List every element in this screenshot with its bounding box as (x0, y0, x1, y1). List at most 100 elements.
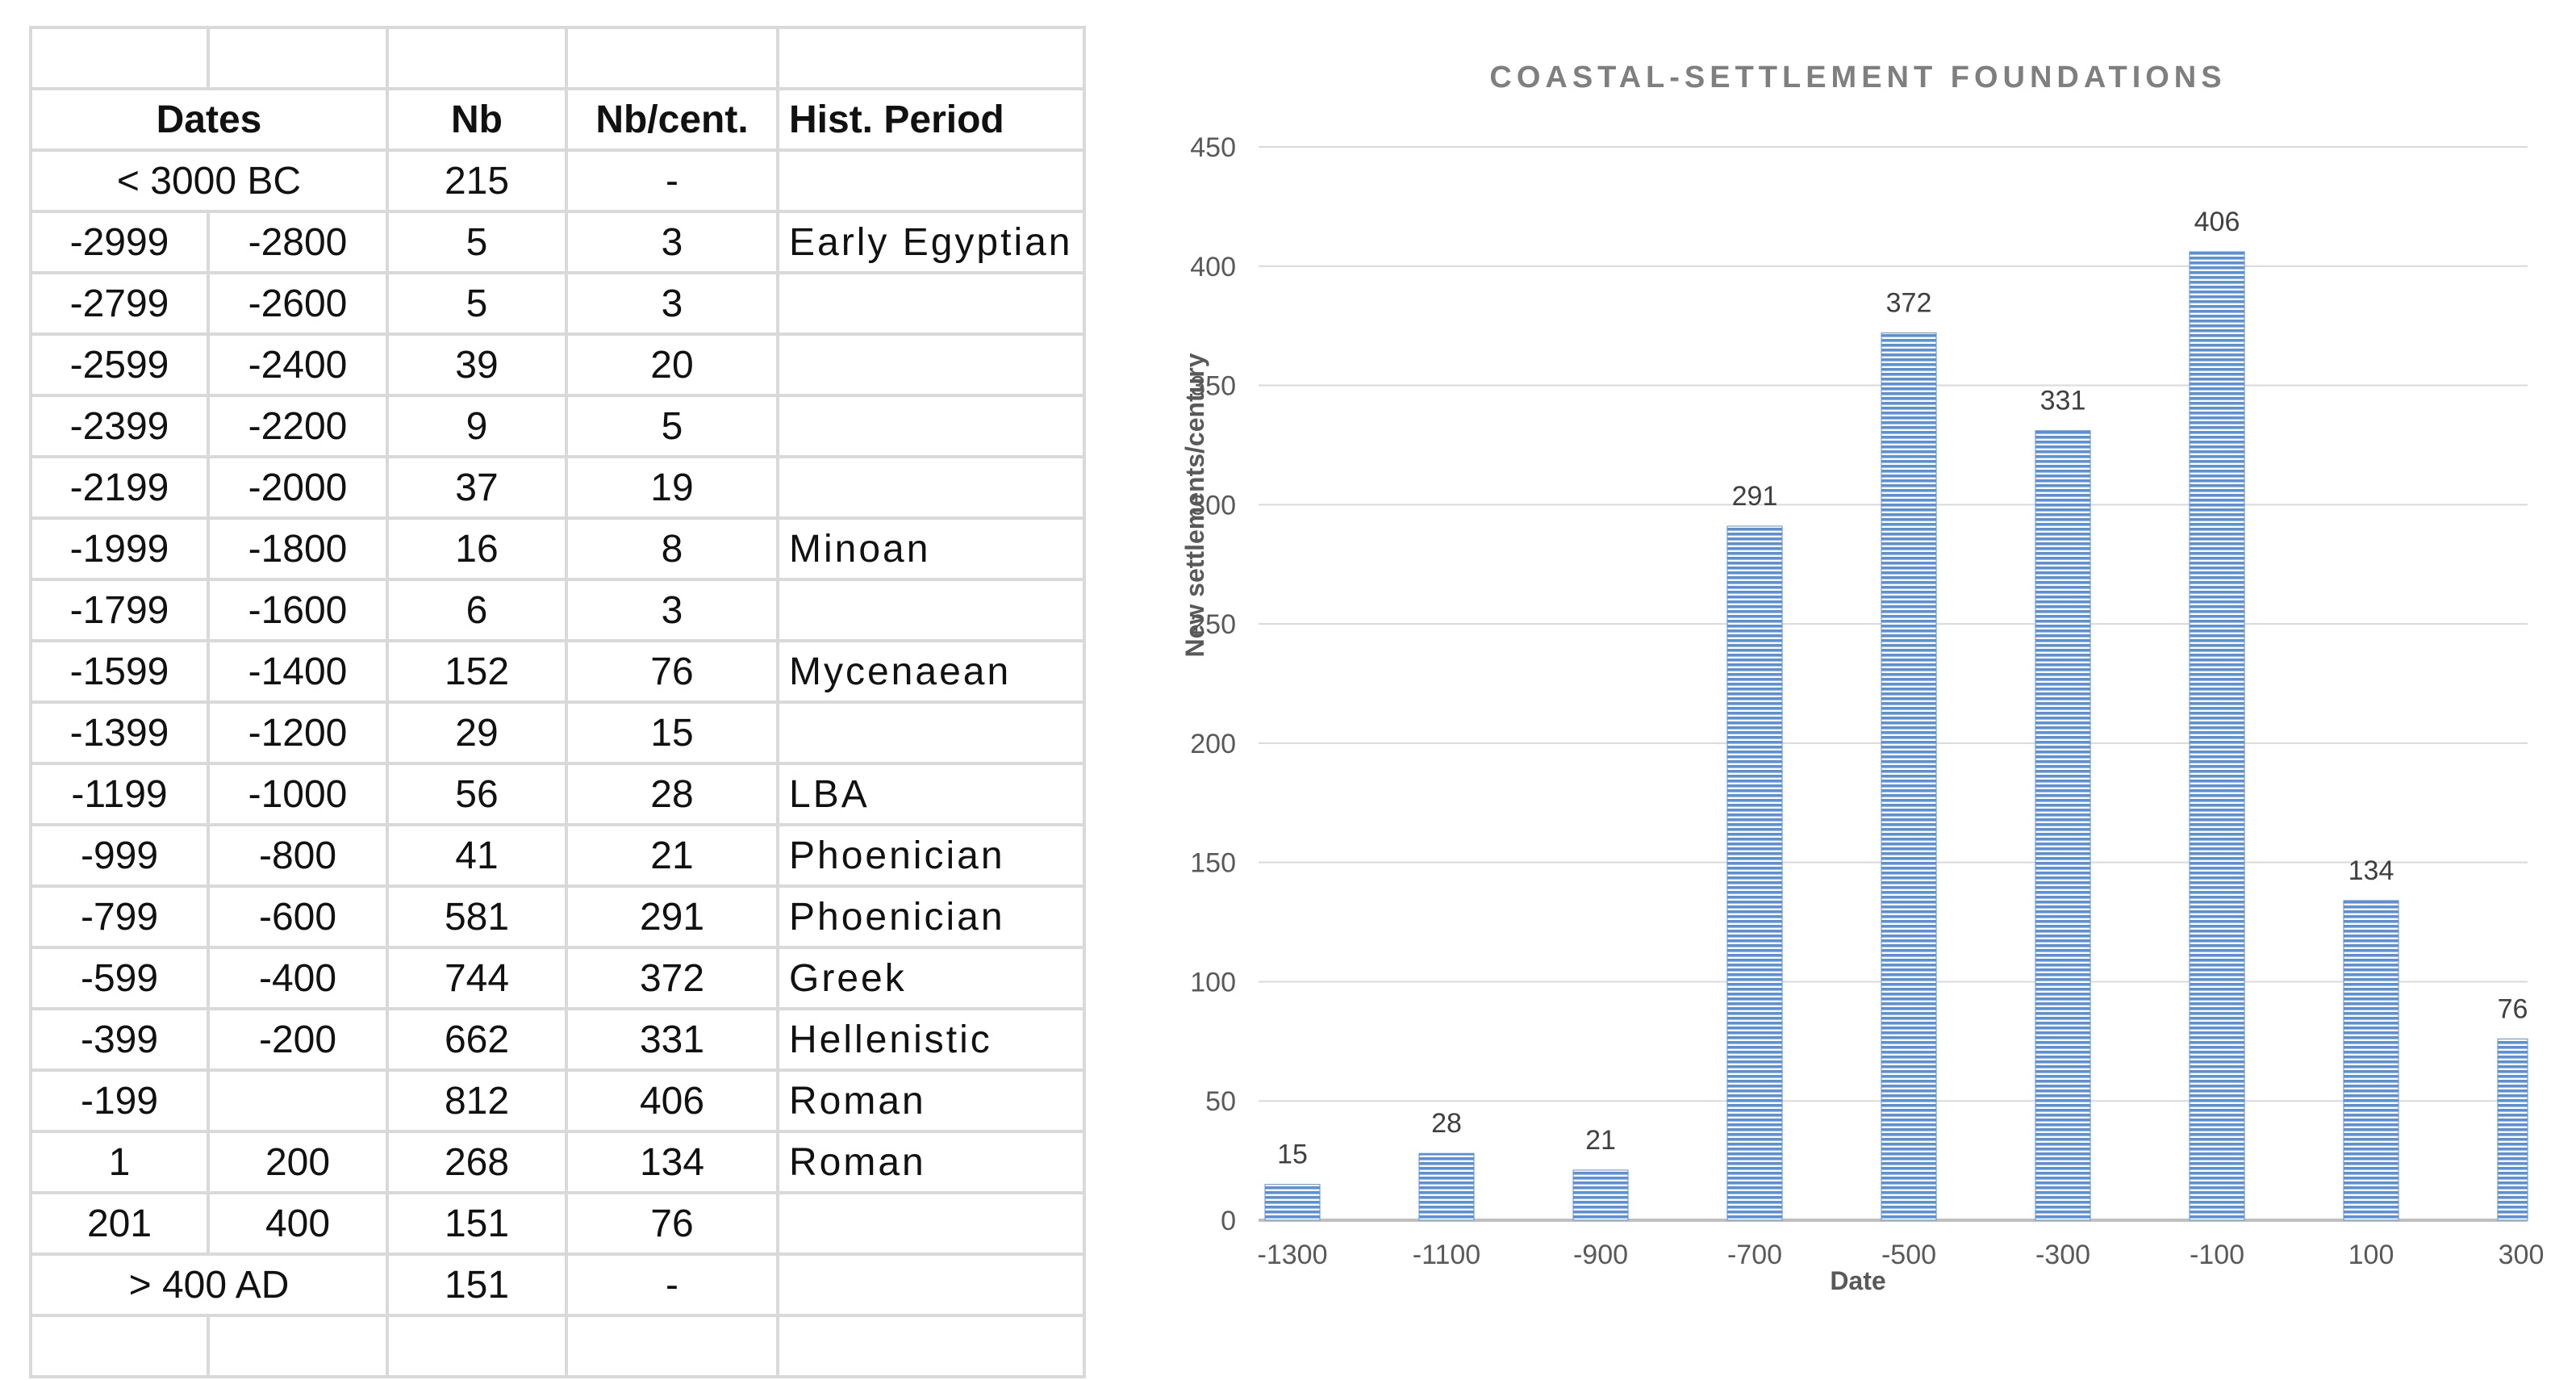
date-from-cell: -1799 (29, 578, 210, 642)
bar (1264, 1184, 1321, 1221)
data-label: 406 (2194, 207, 2240, 237)
y-tick-label: 250 (1190, 609, 1236, 640)
data-label: 21 (1585, 1125, 1616, 1156)
data-label: 28 (1431, 1108, 1462, 1139)
date-to-cell: -200 (207, 1007, 389, 1072)
table-row: < 3000 BC 215- (29, 148, 1086, 213)
table-row: -399 -200 662 331 Hellenistic (29, 1007, 1086, 1072)
data-label: 291 (1732, 481, 1778, 512)
y-tick-labels: 0 50 100 150 200 250 300 350 400 450 (1190, 132, 1236, 1236)
bar (1572, 1169, 1629, 1221)
date-from-cell: -2199 (29, 455, 210, 520)
nb-cell: 812 (386, 1068, 568, 1133)
date-to-cell: -1000 (207, 762, 389, 826)
table-row: > 400 AD 151- (29, 1252, 1086, 1317)
table-row: -799 -600 581 291 Phoenician (29, 884, 1086, 949)
period-cell: Early Egyptian (776, 210, 1086, 274)
nb-cell: 581 (386, 884, 568, 949)
date-to-cell (207, 1068, 389, 1133)
data-label: 331 (2040, 386, 2086, 416)
date-from-cell: -2399 (29, 394, 210, 458)
header-dates: Dates (29, 87, 389, 152)
nb-per-century-cell: 134 (565, 1130, 779, 1194)
period-cell (776, 332, 1086, 397)
nb-cell: 744 (386, 946, 568, 1010)
nb-cell: 56 (386, 762, 568, 826)
bar (1418, 1152, 1475, 1221)
table-row: -2799 -2600 5 3 (29, 271, 1086, 336)
x-tick-labels: -1300 -1100 -900 -700 -500 -300 -100 100 300 (1258, 1240, 2545, 1270)
nb-cell: 16 (386, 516, 568, 581)
bar (1881, 332, 1937, 1221)
period-cell (776, 1191, 1086, 1256)
date-to-cell: -2200 (207, 394, 389, 458)
nb-cell: 6 (386, 578, 568, 642)
date-to-cell: -2000 (207, 455, 389, 520)
x-axis-label: Date (1830, 1266, 1885, 1295)
x-tick-label: -1100 (1413, 1240, 1480, 1270)
nb-per-century-cell: 3 (565, 578, 779, 642)
date-from-cell: -199 (29, 1068, 210, 1133)
period-cell: Greek (776, 946, 1086, 1010)
period-cell: Mycenaean (776, 639, 1086, 704)
date-to-cell: -400 (207, 946, 389, 1010)
table-row: 1 200 268 134 Roman (29, 1130, 1086, 1194)
bar (2497, 1038, 2528, 1221)
nb-per-century-cell: - (565, 148, 779, 213)
nb-cell: 29 (386, 700, 568, 765)
nb-cell: 268 (386, 1130, 568, 1194)
date-range-cell: > 400 AD (29, 1252, 389, 1317)
nb-per-century-cell: 8 (565, 516, 779, 581)
y-tick-label: 0 (1221, 1206, 1236, 1236)
period-cell: Hellenistic (776, 1007, 1086, 1072)
nb-per-century-cell: 406 (565, 1068, 779, 1133)
nb-per-century-cell: 20 (565, 332, 779, 397)
y-tick-label: 150 (1190, 848, 1236, 879)
nb-per-century-cell: 372 (565, 946, 779, 1010)
nb-cell: 215 (386, 148, 568, 213)
table-row: -999 -800 41 21 Phoenician (29, 823, 1086, 888)
date-from-cell: -399 (29, 1007, 210, 1072)
x-tick-label: -100 (2190, 1240, 2244, 1270)
period-cell: LBA (776, 762, 1086, 826)
data-table-panel: Dates Nb Nb/cent. Hist. Period < 3000 BC… (29, 26, 1086, 1378)
nb-cell: 151 (386, 1191, 568, 1256)
period-cell: Roman (776, 1068, 1086, 1133)
nb-cell: 9 (386, 394, 568, 458)
nb-per-century-cell: 19 (565, 455, 779, 520)
date-from-cell: -799 (29, 884, 210, 949)
date-from-cell: -599 (29, 946, 210, 1010)
date-from-cell: -1599 (29, 639, 210, 704)
nb-per-century-cell: 3 (565, 210, 779, 274)
period-cell: Phoenician (776, 823, 1086, 888)
date-to-cell: -1600 (207, 578, 389, 642)
y-tick-label: 100 (1190, 967, 1236, 997)
nb-cell: 37 (386, 455, 568, 520)
date-to-cell: -1200 (207, 700, 389, 765)
date-range-cell: < 3000 BC (29, 148, 389, 213)
table-row: -2999 -2800 5 3 Early Egyptian (29, 210, 1086, 274)
nb-per-century-cell: 76 (565, 1191, 779, 1256)
date-to-cell: -2400 (207, 332, 389, 397)
nb-per-century-cell: - (565, 1252, 779, 1317)
date-to-cell: -2600 (207, 271, 389, 336)
date-from-cell: -1399 (29, 700, 210, 765)
nb-per-century-cell: 76 (565, 639, 779, 704)
nb-per-century-cell: 21 (565, 823, 779, 888)
date-to-cell: -600 (207, 884, 389, 949)
y-tick-label: 300 (1190, 490, 1236, 521)
date-to-cell: -1400 (207, 639, 389, 704)
date-to-cell: 200 (207, 1130, 389, 1194)
date-from-cell: 201 (29, 1191, 210, 1256)
nb-cell: 39 (386, 332, 568, 397)
y-tick-label: 350 (1190, 371, 1236, 402)
bar-chart-panel: COASTAL-SETTLEMENT FOUNDATIONS 15 28 21 291… (1129, 0, 2576, 1380)
bar (2189, 251, 2245, 1221)
table-row: -599 -400 744 372 Greek (29, 946, 1086, 1010)
y-axis-label: New settlements/century (1180, 353, 1209, 657)
table-row: -1399 -1200 29 15 (29, 700, 1086, 765)
period-cell (776, 1252, 1086, 1317)
nb-cell: 152 (386, 639, 568, 704)
table-header-row: Dates Nb Nb/cent. Hist. Period (29, 87, 1086, 152)
bar (2343, 900, 2399, 1221)
